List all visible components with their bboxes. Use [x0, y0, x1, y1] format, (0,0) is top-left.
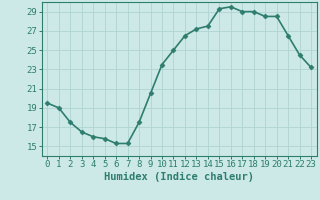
X-axis label: Humidex (Indice chaleur): Humidex (Indice chaleur): [104, 172, 254, 182]
